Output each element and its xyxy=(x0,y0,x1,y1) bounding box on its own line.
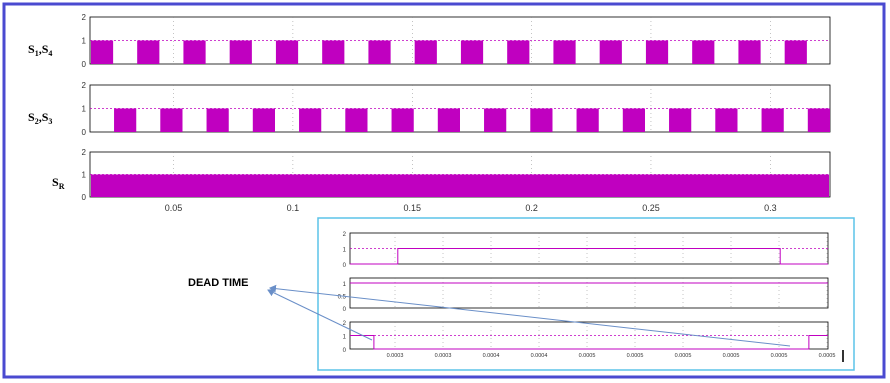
pulse-bar xyxy=(345,108,368,132)
inset-scroll-marker xyxy=(842,350,844,362)
pulse-bar xyxy=(738,40,761,64)
inset-panel-bottom: 2 1 0 0.0003 0.0003 0.0004 0.0004 0.0005 0.0005 0… xyxy=(343,321,836,359)
dead-time-arrow-right xyxy=(269,284,791,347)
y-tick-label: 2 xyxy=(82,81,87,90)
y-tick-label: 0 xyxy=(343,348,347,354)
pulse-bar xyxy=(414,40,437,64)
inset-x-tick-label: 0.0003 xyxy=(435,353,452,359)
y-tick-label: 2 xyxy=(343,232,347,238)
pulse-bar xyxy=(206,108,229,132)
signal-label-sr: SR xyxy=(52,175,65,191)
inset-x-tick-label: 0.0004 xyxy=(483,353,500,359)
x-tick-label: 0.15 xyxy=(403,203,421,213)
y-tick-label: 0 xyxy=(82,128,87,137)
inset-panel-top: 2 1 0 xyxy=(343,232,829,269)
inset-x-tick-label: 0.0004 xyxy=(531,353,548,359)
pulse-bar xyxy=(275,40,299,64)
pulse-bar xyxy=(299,108,322,132)
pulse-bar xyxy=(530,108,553,132)
y-tick-label: 1 xyxy=(82,105,87,114)
constant-bar xyxy=(91,174,829,197)
pulse-bar xyxy=(576,108,599,132)
pulse-bar xyxy=(507,40,530,64)
inset-x-tick-label: 0.0005 xyxy=(771,353,788,359)
panel-s2-s3: 2 1 0 xyxy=(82,81,831,137)
x-tick-label: 0.1 xyxy=(287,203,300,213)
dead-time-label: DEAD TIME xyxy=(188,277,249,289)
pulse-bar xyxy=(114,108,137,132)
y-tick-label: 0 xyxy=(343,307,347,313)
inset-x-tick-label: 0.0005 xyxy=(819,353,836,359)
inset-panel-middle: 10.50 xyxy=(338,277,829,313)
pulse-bar xyxy=(553,40,576,64)
pulse-bar xyxy=(715,108,738,132)
pulse-bar xyxy=(460,40,484,64)
pulse-bar xyxy=(645,40,669,64)
pulse-bar xyxy=(137,40,160,64)
inset-x-tick-label: 0.0005 xyxy=(579,353,596,359)
y-tick-label: 0 xyxy=(82,60,87,69)
pulse-bar xyxy=(599,40,622,64)
panel-s1-s4: 2 1 0 xyxy=(82,13,831,69)
panel-border xyxy=(349,321,829,350)
pulse-bar xyxy=(692,40,715,64)
y-tick-label: 2 xyxy=(82,148,87,157)
y-tick-label: 0 xyxy=(82,193,87,202)
pulse-bar xyxy=(807,108,830,132)
y-tick-label: 0.5 xyxy=(338,295,347,301)
inset-x-tick-label: 0.0005 xyxy=(627,353,644,359)
x-tick-label: 0.05 xyxy=(165,203,183,213)
signal-label-s2-s3: S2,S3 xyxy=(28,110,52,126)
pulse-bar xyxy=(90,40,114,64)
y-tick-label: 1 xyxy=(343,248,347,254)
pulse-bar xyxy=(183,40,206,64)
y-tick-label: 2 xyxy=(343,321,347,327)
panel-sr: 2 1 0 0.05 0.1 0.15 0.2 0.25 0.3 xyxy=(82,148,831,213)
signal-label-s1-s4: S1,S4 xyxy=(28,42,52,58)
pulse-bar xyxy=(160,108,183,132)
pulse-bar xyxy=(368,40,391,64)
inset-x-tick-label: 0.0003 xyxy=(387,353,404,359)
x-tick-label: 0.2 xyxy=(525,203,538,213)
pulse-bar xyxy=(622,108,645,132)
dead-time-arrow-left xyxy=(267,288,373,341)
inset-x-tick-label: 0.0005 xyxy=(675,353,692,359)
pulse-bar xyxy=(761,108,784,132)
pulse-bar xyxy=(322,40,345,64)
pulse-bar xyxy=(437,108,460,132)
inset-bottom-trace xyxy=(350,335,828,350)
y-tick-label: 1 xyxy=(82,37,87,46)
inset-x-tick-label: 0.0005 xyxy=(723,353,740,359)
y-tick-label: 1 xyxy=(343,335,347,341)
pulse-bar xyxy=(229,40,252,64)
pulse-bar xyxy=(784,40,807,64)
x-tick-label: 0.25 xyxy=(642,203,660,213)
y-tick-label: 2 xyxy=(82,13,87,22)
y-tick-label: 1 xyxy=(82,171,87,180)
pulse-bar xyxy=(484,108,507,132)
pulse-bar xyxy=(669,108,692,132)
pulse-bar xyxy=(252,108,275,132)
y-tick-label: 1 xyxy=(343,282,347,288)
y-tick-label: 0 xyxy=(343,263,347,269)
x-tick-label: 0.3 xyxy=(764,203,777,213)
pulse-bar xyxy=(391,108,414,132)
inset-top-trace xyxy=(350,248,828,265)
